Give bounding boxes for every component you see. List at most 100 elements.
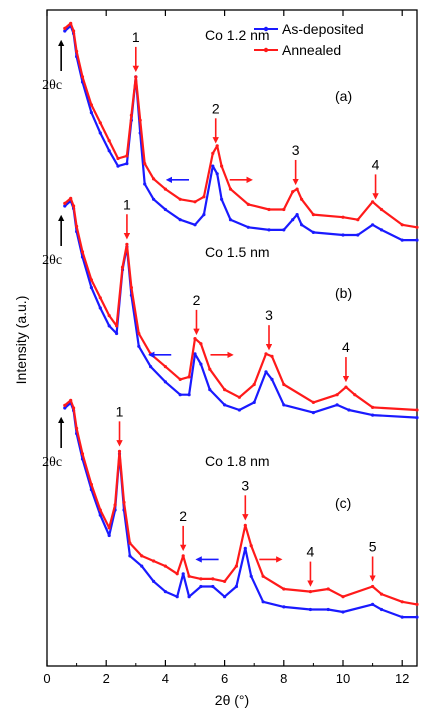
series-layer (63, 21, 419, 619)
series-line-b-annealed (64, 197, 418, 412)
panel-label-a: (a) (335, 88, 352, 104)
data-point-c-as-deposited-6 (98, 513, 102, 517)
data-point-a-annealed-9 (125, 154, 129, 158)
data-point-a-annealed-24 (267, 207, 271, 212)
data-point-b-annealed-8 (115, 324, 119, 328)
data-point-c-as-deposited-17 (187, 595, 191, 599)
material-label-c: Co 1.8 nm (205, 453, 270, 469)
panel-c (63, 398, 419, 619)
data-point-b-as-deposited-16 (187, 393, 191, 397)
data-point-c-annealed-10 (122, 500, 126, 504)
data-point-a-as-deposited-0 (63, 29, 67, 33)
data-point-c-annealed-21 (234, 564, 238, 568)
legend-label-as-deposited: As-deposited (282, 21, 364, 37)
data-point-c-annealed-19 (211, 577, 215, 581)
data-point-b-as-deposited-30 (415, 416, 419, 420)
data-point-c-annealed-2 (72, 406, 76, 410)
peak-label-c-4: 4 (307, 544, 315, 560)
data-point-b-annealed-23 (264, 352, 268, 356)
data-point-a-as-deposited-8 (116, 164, 120, 168)
data-point-a-as-deposited-29 (311, 230, 315, 234)
data-point-a-as-deposited-30 (341, 233, 345, 237)
data-point-a-annealed-2 (72, 29, 76, 33)
series-line-c-as-deposited (64, 401, 417, 619)
data-point-c-annealed-28 (341, 595, 345, 599)
data-point-b-as-deposited-24 (270, 377, 274, 381)
data-point-c-annealed-15 (175, 572, 179, 576)
data-point-c-annealed-17 (187, 574, 191, 578)
x-tick-label-2: 2 (103, 671, 110, 686)
data-point-c-annealed-32 (415, 602, 419, 607)
data-point-b-annealed-25 (282, 382, 286, 387)
data-point-b-as-deposited-23 (264, 370, 268, 374)
peak-label-c-3: 3 (241, 477, 249, 493)
data-point-b-annealed-24 (270, 354, 274, 358)
data-point-b-as-deposited-7 (107, 324, 111, 328)
data-point-a-annealed-28 (300, 197, 304, 201)
data-point-c-annealed-4 (80, 452, 85, 456)
x-axis-label: 2θ (°) (215, 692, 249, 708)
data-point-c-as-deposited-13 (152, 579, 156, 584)
data-point-c-as-deposited-15 (175, 595, 179, 599)
data-point-c-annealed-24 (261, 574, 265, 578)
series-line-c-annealed (64, 399, 418, 606)
data-point-a-as-deposited-7 (107, 149, 111, 153)
series-line-a-as-deposited (64, 24, 417, 242)
data-point-a-annealed-11 (134, 75, 138, 79)
data-point-a-as-deposited-31 (356, 233, 360, 237)
data-point-a-annealed-4 (80, 75, 85, 79)
data-point-a-annealed-10 (129, 113, 133, 117)
data-point-b-annealed-4 (80, 250, 85, 254)
data-point-c-annealed-13 (152, 559, 156, 563)
data-point-b-annealed-31 (415, 408, 419, 412)
data-point-b-as-deposited-28 (347, 408, 351, 412)
data-point-a-as-deposited-20 (215, 172, 219, 176)
data-point-b-as-deposited-27 (335, 403, 339, 407)
data-point-a-as-deposited-32 (371, 223, 375, 227)
data-point-a-annealed-13 (143, 162, 147, 166)
plot-frame (46, 9, 418, 667)
data-point-c-annealed-25 (282, 587, 286, 591)
data-point-c-as-deposited-24 (261, 600, 265, 604)
critical-angle-label-c: 2θc (42, 455, 62, 470)
critical-angle-label-a: 2θc (42, 78, 62, 93)
data-point-b-annealed-9 (120, 265, 125, 269)
peak-label-b-1: 1 (123, 196, 131, 212)
data-point-a-annealed-0 (63, 26, 67, 30)
data-point-c-annealed-29 (371, 584, 375, 589)
data-point-c-annealed-6 (98, 508, 102, 512)
legend-marker-as-deposited (263, 26, 269, 32)
data-point-c-annealed-1 (69, 398, 73, 402)
data-point-a-as-deposited-18 (202, 213, 206, 217)
panel-label-b: (b) (335, 285, 352, 301)
data-point-a-as-deposited-22 (228, 218, 233, 222)
data-point-a-as-deposited-15 (163, 207, 167, 212)
data-point-c-annealed-16 (181, 554, 185, 558)
data-point-a-as-deposited-23 (246, 225, 250, 229)
data-point-a-as-deposited-27 (295, 213, 299, 217)
data-point-a-annealed-7 (107, 139, 111, 143)
data-point-c-as-deposited-23 (249, 574, 253, 578)
data-point-a-as-deposited-21 (220, 197, 224, 201)
data-point-b-as-deposited-12 (137, 344, 141, 348)
data-point-a-as-deposited-34 (400, 238, 404, 242)
data-point-a-as-deposited-9 (125, 162, 129, 166)
data-point-a-as-deposited-25 (282, 228, 286, 232)
data-point-b-as-deposited-25 (282, 403, 286, 407)
data-point-c-annealed-8 (113, 503, 117, 507)
peak-label-c-1: 1 (116, 403, 124, 419)
data-point-c-as-deposited-20 (223, 595, 227, 599)
data-point-a-annealed-8 (116, 156, 120, 161)
material-label-b: Co 1.5 nm (205, 244, 270, 260)
data-point-b-as-deposited-19 (208, 388, 212, 392)
data-point-a-annealed-33 (379, 207, 384, 212)
data-point-a-annealed-35 (415, 225, 419, 229)
data-point-a-annealed-25 (282, 207, 286, 212)
peak-label-b-3: 3 (265, 307, 273, 323)
data-point-a-as-deposited-19 (211, 164, 215, 168)
data-point-a-annealed-26 (291, 190, 295, 194)
data-point-a-annealed-6 (98, 121, 102, 125)
data-point-c-annealed-0 (63, 403, 67, 407)
panel-b (63, 196, 419, 420)
